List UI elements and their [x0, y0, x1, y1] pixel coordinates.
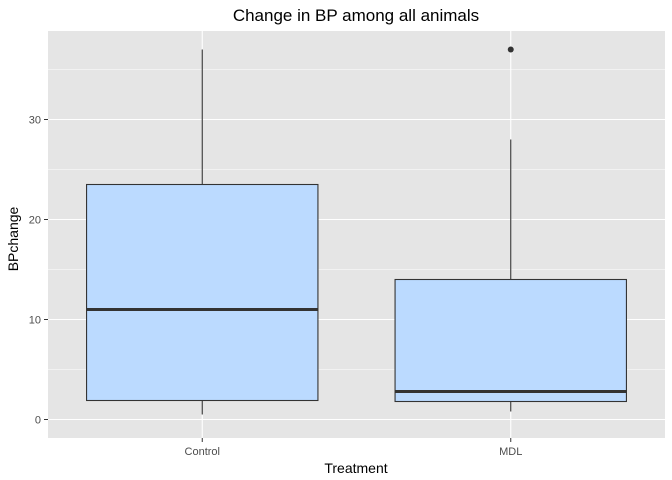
outlier-point	[507, 46, 514, 53]
y-tick-label: 30	[29, 115, 41, 127]
x-tick-label: MDL	[499, 446, 522, 458]
y-tick-label: 10	[29, 315, 41, 327]
box-iqr	[394, 278, 627, 403]
y-tick-label: 0	[35, 415, 41, 427]
y-axis-title: BPchange	[5, 206, 21, 271]
box-mdl	[394, 46, 627, 412]
x-tick-label: Control	[185, 446, 220, 458]
axis-ticks: 0 10 20 30 Control MDL	[29, 115, 523, 459]
x-axis-title: Treatment	[324, 460, 387, 476]
box-control	[86, 49, 319, 415]
y-tick-label: 20	[29, 215, 41, 227]
box-series	[86, 46, 627, 415]
chart-title: Change in BP among all animals	[233, 6, 479, 25]
box-iqr	[86, 183, 319, 402]
